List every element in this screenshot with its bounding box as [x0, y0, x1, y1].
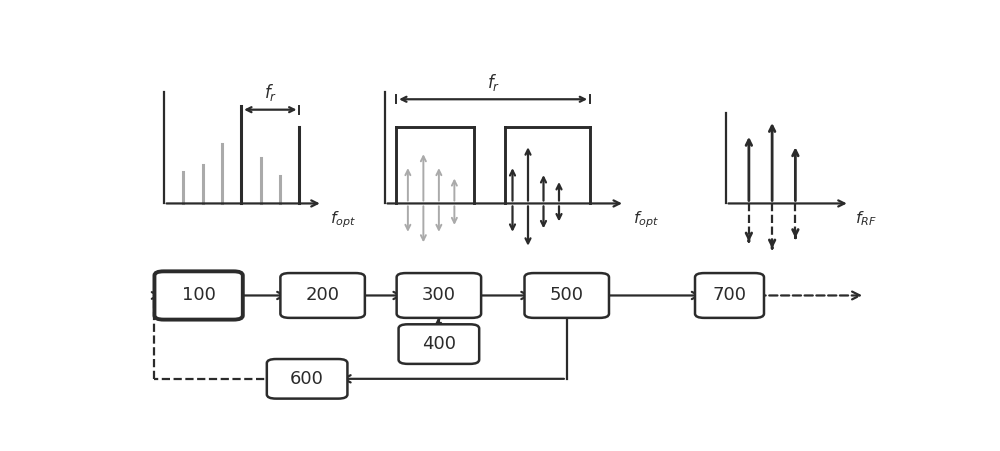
FancyBboxPatch shape [695, 273, 764, 318]
Text: $f_{RF}$: $f_{RF}$ [855, 210, 877, 228]
FancyBboxPatch shape [397, 273, 481, 318]
Text: 700: 700 [712, 286, 746, 304]
Text: 200: 200 [306, 286, 340, 304]
FancyBboxPatch shape [399, 324, 479, 364]
FancyBboxPatch shape [280, 273, 365, 318]
Text: 300: 300 [422, 286, 456, 304]
FancyBboxPatch shape [267, 359, 347, 399]
Text: 400: 400 [422, 335, 456, 353]
FancyBboxPatch shape [525, 273, 609, 318]
Text: 500: 500 [550, 286, 584, 304]
FancyBboxPatch shape [154, 272, 243, 320]
Text: 600: 600 [290, 370, 324, 388]
Text: $f_r$: $f_r$ [264, 83, 277, 103]
Text: $f_{opt}$: $f_{opt}$ [633, 210, 659, 230]
Text: $f_r$: $f_r$ [487, 72, 500, 93]
Text: 100: 100 [182, 286, 216, 304]
Text: $f_{opt}$: $f_{opt}$ [330, 210, 357, 230]
